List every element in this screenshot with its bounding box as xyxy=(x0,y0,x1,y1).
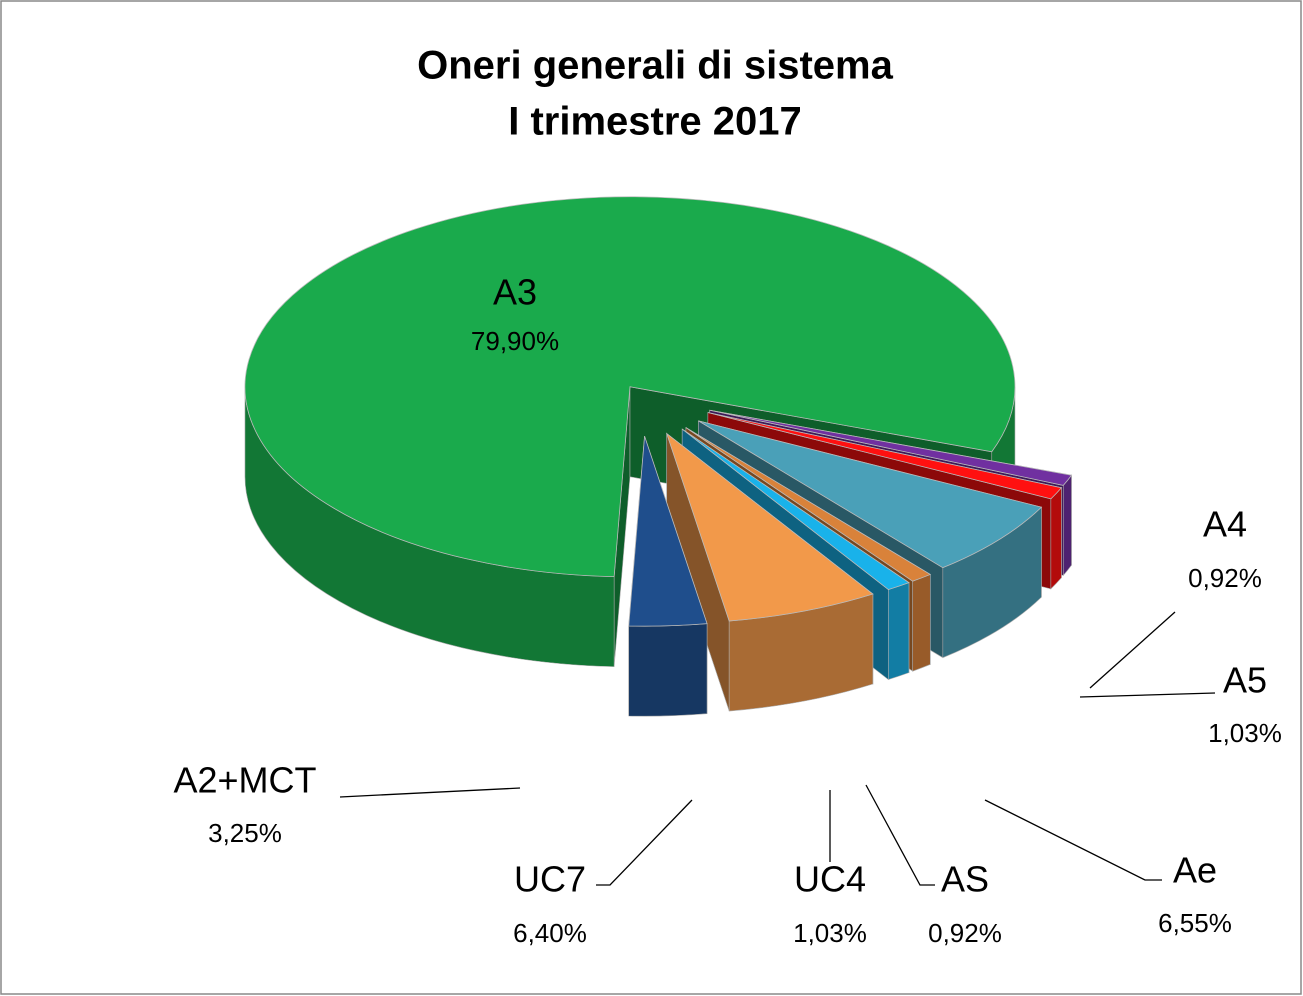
slice-name: Ae xyxy=(1173,850,1217,891)
slice-side xyxy=(628,623,708,717)
leader-lines xyxy=(339,611,1216,886)
leader-line xyxy=(1089,611,1176,689)
slice-name: UC4 xyxy=(794,859,866,900)
slice-value-label: 0,92% xyxy=(928,918,1002,948)
slice-top xyxy=(681,428,910,591)
slice-value-label: 1,03% xyxy=(793,918,867,948)
slice-name: UC7 xyxy=(514,859,586,900)
slice-value-label: 6,40% xyxy=(513,918,587,948)
leader-line xyxy=(596,799,693,886)
chart-title: Oneri generali di sistema xyxy=(417,44,893,88)
slice-name: AS xyxy=(941,859,989,900)
slice-value-label: 0,92% xyxy=(1188,563,1262,593)
slice-name: A5 xyxy=(1223,660,1267,701)
slice-top xyxy=(698,420,1043,569)
slice-value-label: 3,25% xyxy=(208,818,282,848)
slice-top xyxy=(665,432,874,622)
slice-top xyxy=(244,196,1016,578)
labels: A4 0,92% A5 1,03% Ae 6,55% AS 0,92% UC4 1,03% UC7 6… xyxy=(173,272,1281,948)
slice-value-label: 1,03% xyxy=(1208,718,1282,748)
slice-side xyxy=(1050,486,1062,590)
slice-side xyxy=(1062,474,1072,577)
slice-name: A3 xyxy=(493,272,537,313)
slice-value-label: 79,90% xyxy=(471,326,559,356)
chart-title: I trimestre 2017 xyxy=(508,100,802,144)
leader-line xyxy=(339,787,521,798)
leader-line xyxy=(865,784,935,886)
slice xyxy=(665,432,874,712)
slice-top xyxy=(709,409,1073,486)
slice-value-label: 6,55% xyxy=(1158,908,1232,938)
slice-name: A2+MCT xyxy=(173,760,316,801)
slice-side xyxy=(912,573,931,672)
leader-line xyxy=(1079,692,1216,698)
slice-top xyxy=(628,436,708,627)
pie xyxy=(244,196,1073,717)
slice xyxy=(628,436,708,717)
leader-line xyxy=(984,799,1162,881)
slice-top xyxy=(685,427,932,582)
slice-top xyxy=(707,412,1063,500)
slice-side xyxy=(888,582,910,680)
slice-name: A4 xyxy=(1203,504,1247,545)
